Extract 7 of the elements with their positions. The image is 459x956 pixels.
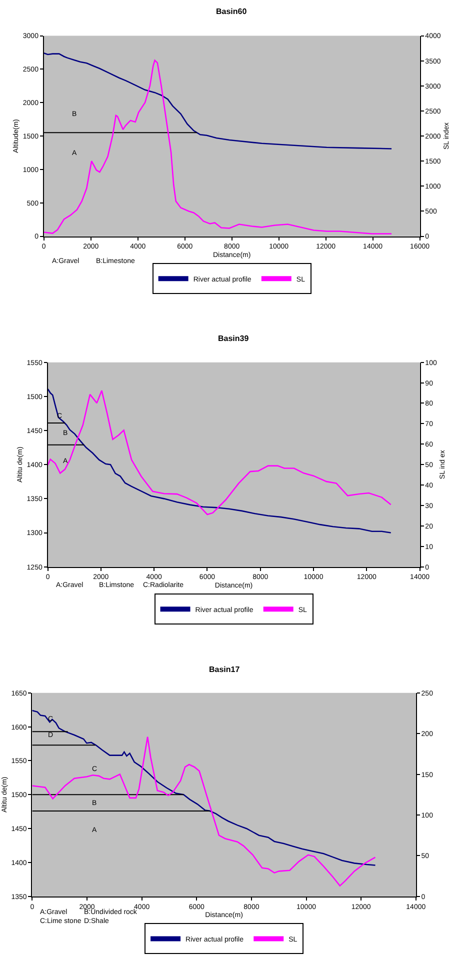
line-series — [44, 52, 392, 150]
line-series — [44, 60, 392, 234]
line-series — [32, 736, 376, 886]
line-series — [32, 710, 376, 866]
chart-title: Basin17 — [209, 665, 240, 674]
chart-title: Basin39 — [218, 334, 250, 343]
chart-title: Basin60 — [216, 7, 248, 16]
